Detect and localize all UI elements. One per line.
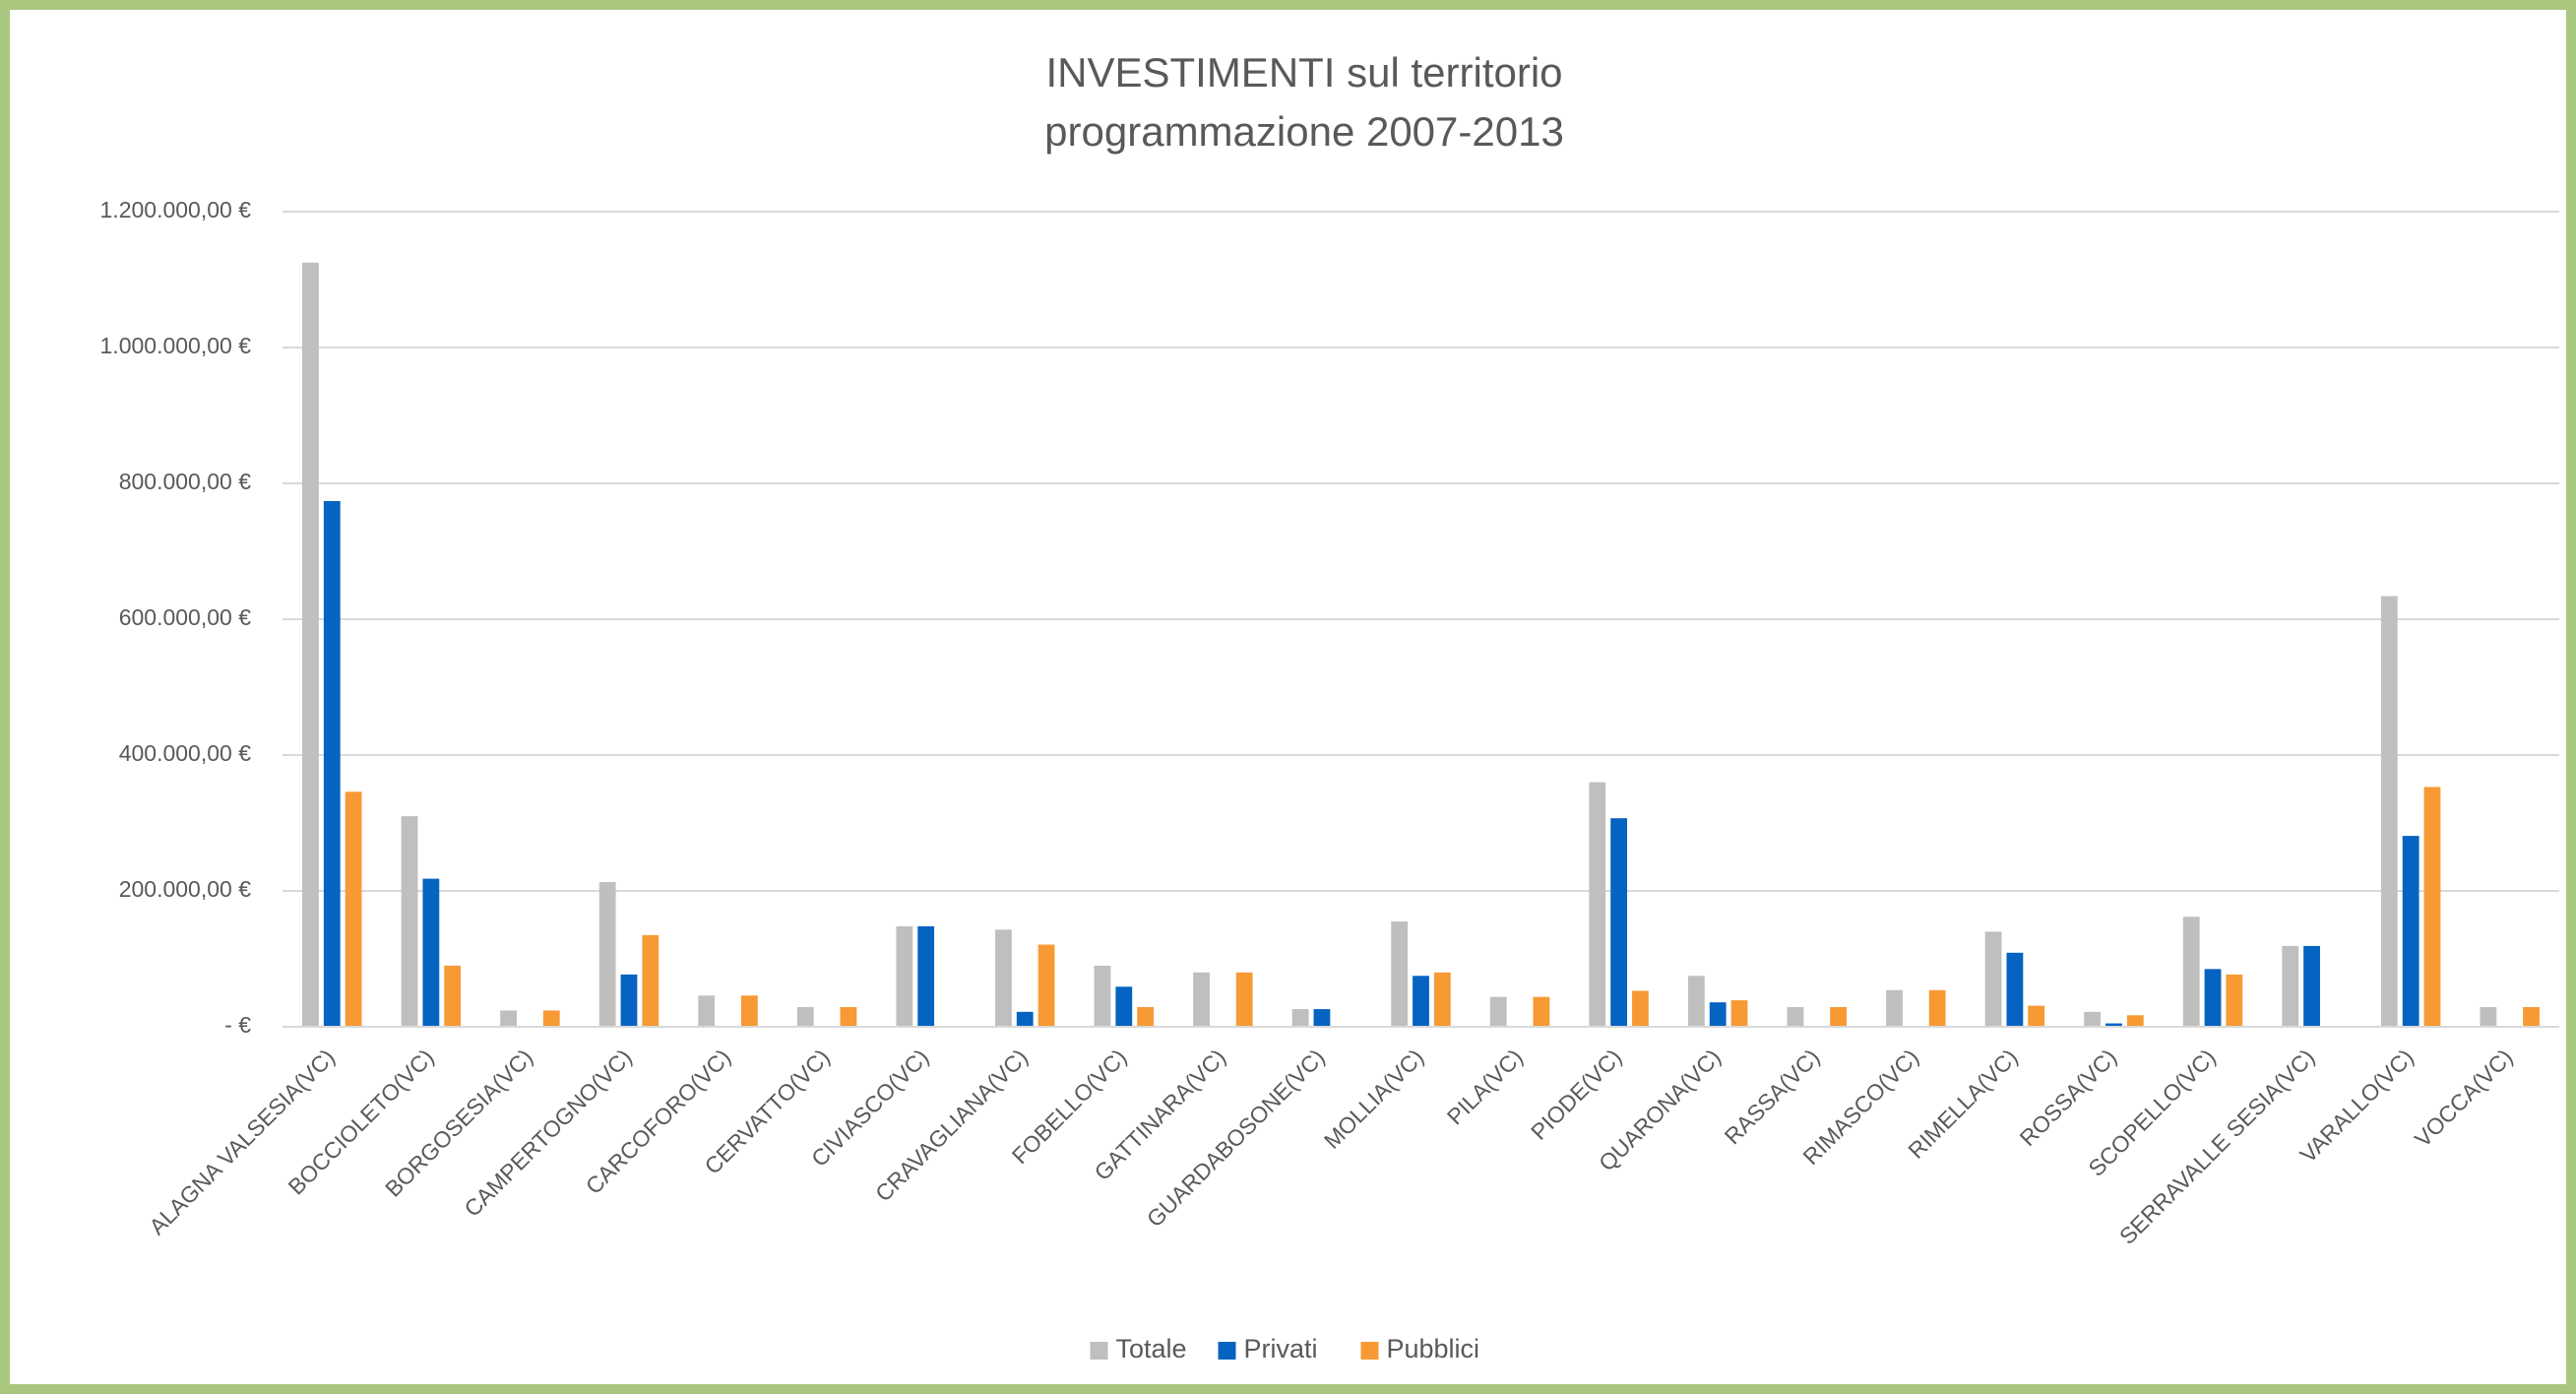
bar bbox=[444, 965, 462, 1027]
bar bbox=[1235, 972, 1253, 1027]
bar bbox=[345, 792, 362, 1027]
chart-title: INVESTIMENTI sul territorio bbox=[1045, 49, 1562, 95]
legend-swatch bbox=[1360, 1342, 1379, 1360]
bar bbox=[422, 878, 440, 1027]
y-tick-label: 1.200.000,00 € bbox=[100, 197, 252, 222]
bar bbox=[1928, 989, 1946, 1027]
bar bbox=[995, 929, 1012, 1027]
y-tick-label: 400.000,00 € bbox=[119, 740, 252, 766]
bar bbox=[2303, 945, 2320, 1027]
y-tick-label: 200.000,00 € bbox=[119, 876, 252, 902]
bar bbox=[1533, 996, 1550, 1027]
bar bbox=[1037, 944, 1055, 1027]
bar bbox=[1115, 986, 1133, 1027]
bar bbox=[1016, 1011, 1034, 1027]
bar bbox=[1687, 976, 1705, 1027]
bar bbox=[2423, 787, 2441, 1027]
bar bbox=[2084, 1011, 2102, 1027]
bar bbox=[1610, 818, 1628, 1027]
bar bbox=[896, 925, 913, 1027]
bar bbox=[323, 500, 341, 1027]
bar bbox=[620, 974, 638, 1027]
chart-title: programmazione 2007-2013 bbox=[1044, 108, 1564, 155]
bar bbox=[1709, 1002, 1727, 1027]
bar bbox=[1886, 989, 1903, 1027]
bar bbox=[2380, 596, 2398, 1027]
bar bbox=[500, 1010, 517, 1027]
y-tick-label: 600.000,00 € bbox=[119, 604, 252, 630]
bar bbox=[1730, 1000, 1748, 1027]
bar bbox=[1632, 990, 1649, 1027]
bar bbox=[1413, 976, 1429, 1027]
bar bbox=[1489, 996, 1507, 1027]
bar bbox=[1984, 931, 2002, 1027]
bar bbox=[1589, 782, 1606, 1027]
bar bbox=[302, 262, 319, 1027]
bar bbox=[2126, 1015, 2144, 1027]
bar bbox=[2402, 836, 2419, 1027]
bar bbox=[2523, 1006, 2540, 1027]
bar bbox=[2204, 969, 2222, 1027]
bar bbox=[1313, 1009, 1331, 1027]
bar bbox=[1830, 1006, 1847, 1027]
bar bbox=[542, 1010, 560, 1027]
bar bbox=[1291, 1009, 1309, 1027]
bar bbox=[2006, 952, 2024, 1027]
bar bbox=[2282, 945, 2299, 1027]
y-tick-label: - € bbox=[224, 1012, 251, 1038]
y-tick-label: 800.000,00 € bbox=[119, 469, 252, 494]
legend-label: Pubblici bbox=[1387, 1334, 1480, 1363]
bar bbox=[2105, 1023, 2122, 1027]
bar bbox=[1433, 972, 1451, 1027]
bar bbox=[1094, 965, 1111, 1027]
legend-label: Totale bbox=[1116, 1334, 1187, 1363]
bar bbox=[1391, 921, 1409, 1027]
bar bbox=[2182, 917, 2200, 1027]
legend-label: Privati bbox=[1244, 1334, 1318, 1363]
bar bbox=[840, 1006, 857, 1027]
bar bbox=[796, 1006, 814, 1027]
bar bbox=[698, 995, 716, 1027]
legend-swatch bbox=[1218, 1342, 1236, 1360]
bar bbox=[1137, 1006, 1155, 1027]
bar bbox=[1193, 972, 1210, 1027]
bar bbox=[740, 995, 758, 1027]
legend-swatch bbox=[1090, 1342, 1108, 1360]
bar bbox=[1787, 1006, 1804, 1027]
y-tick-label: 1.000.000,00 € bbox=[100, 333, 252, 358]
bar bbox=[2028, 1005, 2045, 1027]
bar bbox=[2226, 974, 2243, 1027]
bar bbox=[642, 934, 660, 1027]
bar bbox=[401, 816, 418, 1027]
bar bbox=[917, 925, 935, 1027]
bar bbox=[598, 882, 616, 1027]
bar bbox=[2480, 1006, 2497, 1027]
